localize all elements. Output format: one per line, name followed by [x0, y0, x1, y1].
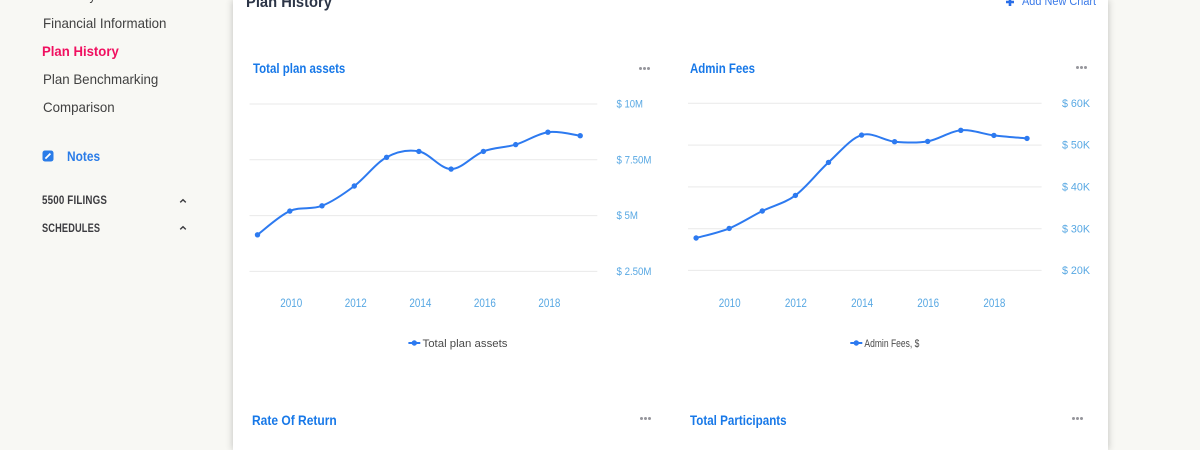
svg-text:2012: 2012 [785, 296, 807, 310]
svg-text:Admin Fees, $: Admin Fees, $ [864, 338, 919, 350]
svg-text:2012: 2012 [345, 296, 367, 310]
svg-text:2014: 2014 [851, 296, 873, 310]
svg-text:$ 30K: $ 30K [1062, 223, 1091, 235]
svg-text:$ 20K: $ 20K [1062, 265, 1091, 277]
svg-text:2014: 2014 [409, 296, 431, 310]
svg-text:2018: 2018 [538, 296, 560, 310]
svg-text:$ 10M: $ 10M [617, 99, 644, 111]
svg-text:$ 60K: $ 60K [1062, 98, 1091, 110]
svg-text:2010: 2010 [719, 296, 741, 310]
svg-text:Total plan assets: Total plan assets [423, 338, 509, 350]
svg-text:2018: 2018 [983, 296, 1005, 310]
svg-text:$ 7.50M: $ 7.50M [617, 154, 652, 166]
svg-text:$ 5M: $ 5M [617, 210, 639, 222]
svg-text:$ 50K: $ 50K [1062, 140, 1091, 152]
svg-text:2016: 2016 [917, 296, 939, 310]
svg-text:2010: 2010 [280, 296, 302, 310]
svg-text:$ 2.50M: $ 2.50M [617, 266, 652, 278]
svg-text:$ 40K: $ 40K [1062, 182, 1091, 194]
svg-text:2016: 2016 [474, 296, 496, 310]
